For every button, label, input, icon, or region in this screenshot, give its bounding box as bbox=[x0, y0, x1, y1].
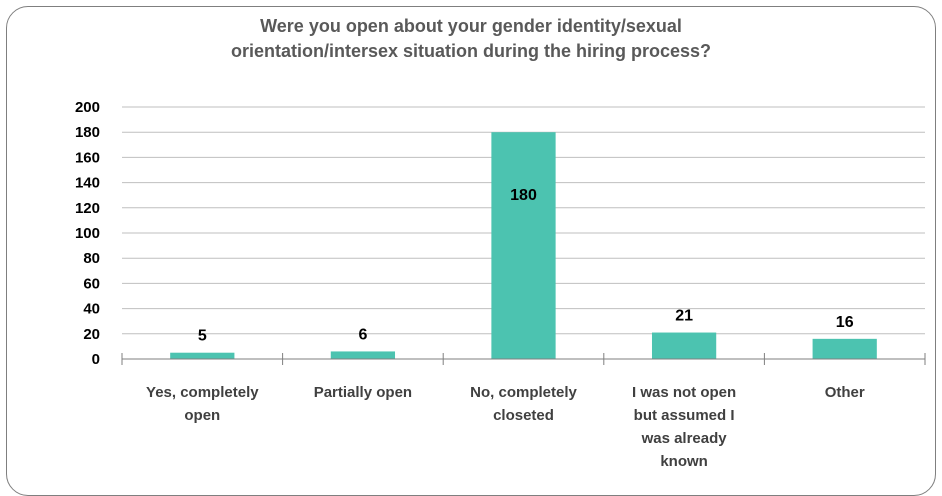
category-label: but assumed I bbox=[634, 407, 735, 424]
category-label: Other bbox=[825, 384, 865, 401]
data-label: 5 bbox=[198, 328, 207, 345]
category-label: closeted bbox=[493, 407, 554, 424]
y-tick-label: 100 bbox=[75, 225, 100, 242]
y-tick-label: 20 bbox=[83, 326, 100, 343]
y-tick-label: 160 bbox=[75, 149, 100, 166]
chart-title: Were you open about your gender identity… bbox=[0, 14, 942, 64]
x-axis bbox=[121, 353, 926, 365]
bar bbox=[651, 332, 717, 359]
bar bbox=[491, 132, 556, 359]
category-label: I was not open bbox=[632, 384, 736, 401]
chart-title-line-1: Were you open about your gender identity… bbox=[260, 16, 682, 36]
y-tick-label: 120 bbox=[75, 200, 100, 217]
y-tick-label: 60 bbox=[83, 275, 100, 292]
category-labels: Yes, completely open Partially open No, com… bbox=[146, 384, 865, 470]
y-tick-label: 200 bbox=[75, 99, 100, 116]
category-label: Partially open bbox=[314, 384, 412, 401]
bars bbox=[170, 132, 877, 359]
y-tick-label: 180 bbox=[75, 124, 100, 141]
category-label: open bbox=[184, 407, 220, 424]
data-label: 21 bbox=[675, 308, 693, 325]
chart-frame bbox=[6, 6, 936, 496]
chart-title-line-2: orientation/intersex situation during th… bbox=[230, 41, 712, 61]
category-label: was already bbox=[641, 430, 728, 447]
category-label: Yes, completely bbox=[146, 384, 259, 401]
data-label: 180 bbox=[510, 187, 537, 204]
y-tick-label: 140 bbox=[75, 175, 100, 192]
bar bbox=[330, 351, 396, 359]
y-axis-tick-labels: 0 20 40 60 80 100 120 140 160 180 200 bbox=[75, 99, 100, 368]
category-label: known bbox=[660, 453, 708, 470]
data-labels: 5 6 180 21 16 bbox=[198, 187, 854, 345]
data-label: 16 bbox=[836, 314, 854, 331]
y-tick-label: 0 bbox=[92, 351, 100, 368]
data-label: 6 bbox=[358, 326, 367, 343]
y-tick-label: 40 bbox=[83, 301, 100, 318]
bar bbox=[812, 338, 877, 359]
bar-chart: 0 20 40 60 80 100 120 140 160 180 200 5 6 180 21 16 Ye… bbox=[75, 99, 926, 470]
category-label: No, completely bbox=[470, 384, 577, 401]
y-tick-label: 80 bbox=[83, 250, 100, 267]
bar bbox=[170, 352, 235, 359]
